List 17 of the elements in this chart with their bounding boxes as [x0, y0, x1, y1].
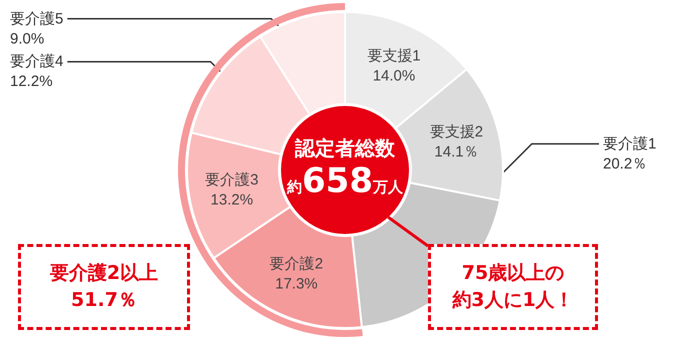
data-label: 9.0%	[10, 30, 44, 48]
slice-label: 要介護3	[205, 172, 258, 189]
data-label: 14.1％	[434, 143, 479, 160]
slice-label: 要介護4	[10, 53, 64, 70]
slice-label: 要介護2	[270, 256, 324, 273]
data-label: 20.2％	[603, 155, 648, 172]
text: 75歳以上の	[462, 261, 564, 286]
text: 約3人に1人！	[452, 288, 574, 313]
slice-label: 要介護5	[10, 10, 64, 28]
data-label: 13.2%	[210, 192, 254, 209]
data-label: 17.3%	[275, 276, 318, 293]
slice-label: 要介護1	[603, 135, 656, 152]
slice-label: 要支援1	[367, 47, 421, 64]
slice-label: 要支援2	[430, 123, 484, 140]
data-label: 14.0%	[372, 67, 416, 84]
text: 要介護2以上51.7％	[50, 262, 158, 311]
data-label: 12.2%	[10, 73, 53, 90]
